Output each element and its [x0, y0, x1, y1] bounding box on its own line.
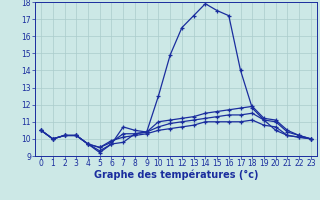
X-axis label: Graphe des températures (°c): Graphe des températures (°c) — [94, 169, 258, 180]
